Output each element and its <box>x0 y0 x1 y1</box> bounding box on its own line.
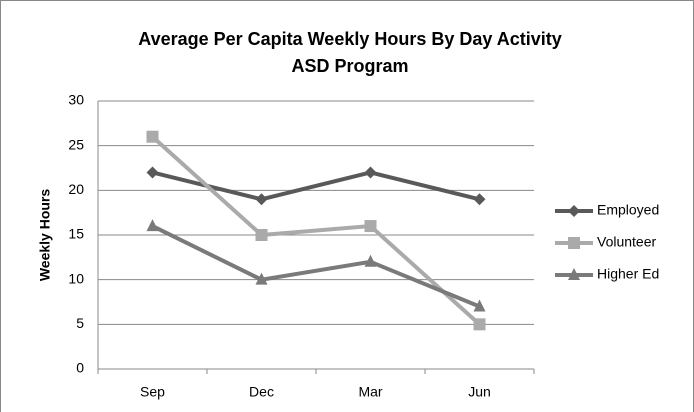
marker <box>255 229 268 241</box>
marker <box>568 205 580 217</box>
marker <box>473 193 486 206</box>
marker <box>255 193 268 206</box>
chart-subtitle: ASD Program <box>291 56 408 76</box>
marker <box>364 166 377 179</box>
legend-label: Higher Ed <box>597 266 659 282</box>
series-line <box>151 135 481 326</box>
y-tick-label: 25 <box>68 136 84 152</box>
y-tick-label: 5 <box>76 315 84 331</box>
y-tick-label: 15 <box>68 226 84 242</box>
y-tick-label: 10 <box>68 270 84 286</box>
x-tick-label: Sep <box>140 384 165 400</box>
marker <box>364 220 377 233</box>
y-axis-label: Weekly Hours <box>37 189 53 282</box>
marker <box>364 254 377 267</box>
marker <box>146 219 159 232</box>
marker <box>146 166 159 179</box>
marker <box>473 299 486 312</box>
legend-label: Volunteer <box>597 234 656 250</box>
legend-label: Employed <box>597 202 659 218</box>
x-tick-label: Mar <box>358 384 382 400</box>
series-line <box>151 224 481 309</box>
marker <box>568 237 580 249</box>
x-tick-label: Jun <box>468 384 491 400</box>
x-tick-label: Dec <box>249 384 274 400</box>
y-tick-label: 0 <box>76 360 84 376</box>
y-tick-label: 20 <box>68 181 84 197</box>
y-tick-label: 30 <box>68 92 84 108</box>
marker <box>255 272 268 285</box>
marker <box>568 268 580 280</box>
marker <box>473 318 486 331</box>
marker <box>146 130 159 143</box>
chart-title: Average Per Capita Weekly Hours By Day A… <box>138 29 562 49</box>
